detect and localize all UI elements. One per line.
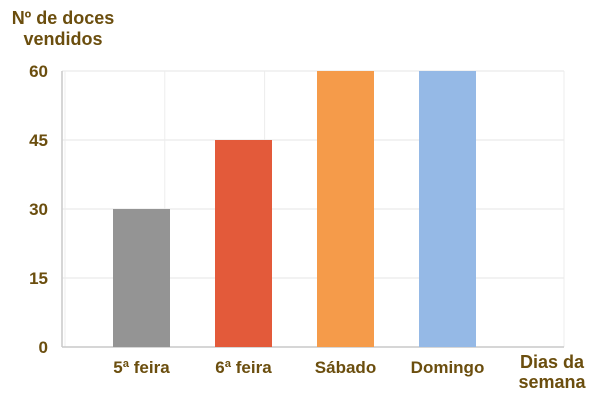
- y-tick-label: 45: [29, 131, 48, 150]
- x-tick-label: 6ª feira: [215, 358, 272, 377]
- bar: [215, 140, 272, 347]
- y-tick-label: 60: [29, 62, 48, 81]
- bar: [317, 71, 374, 347]
- x-tick-label: Domingo: [411, 358, 485, 377]
- bar: [113, 209, 170, 347]
- y-axis-label: Nº de doces vendidos: [11, 8, 115, 49]
- y-tick-label: 15: [29, 269, 48, 288]
- y-tick-label: 0: [39, 338, 48, 357]
- x-tick-label: Sábado: [315, 358, 376, 377]
- x-tick-label: 5ª feira: [113, 358, 170, 377]
- y-tick-label: 30: [29, 200, 48, 219]
- x-axis-label: Dias da semana: [518, 352, 586, 392]
- bar: [419, 71, 476, 347]
